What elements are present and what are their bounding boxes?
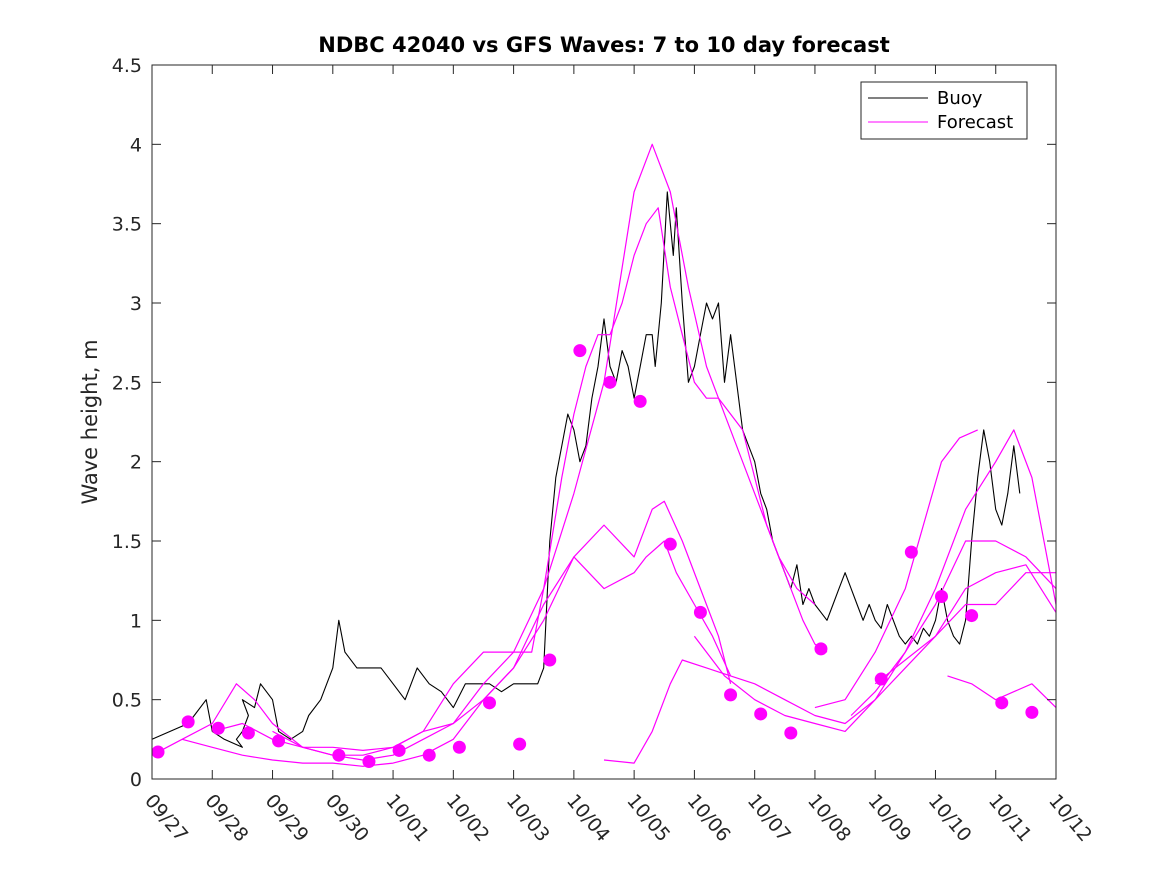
forecast-start-marker <box>543 653 557 667</box>
x-tick-label: 10/06 <box>683 790 735 846</box>
legend-box <box>860 81 1028 140</box>
forecast-series-line <box>874 564 1057 685</box>
forecast-start-marker <box>513 737 527 751</box>
forecast-start-marker <box>603 375 617 389</box>
x-tick-label: 09/28 <box>200 790 252 846</box>
forecast-start-marker <box>452 740 466 754</box>
y-tick-label: 4 <box>130 134 142 156</box>
forecast-start-marker <box>392 743 406 757</box>
forecast-start-marker <box>814 642 828 656</box>
x-tick-label: 10/10 <box>924 790 976 846</box>
y-tick-label: 3.5 <box>112 214 142 236</box>
forecast-start-marker <box>482 696 496 710</box>
forecast-start-marker <box>995 696 1009 710</box>
forecast-series-line <box>693 429 1057 733</box>
forecast-series-line <box>151 207 828 756</box>
y-tick-label: 2.5 <box>112 372 142 394</box>
x-tick-label: 10/09 <box>863 790 915 846</box>
forecast-start-marker <box>332 748 346 762</box>
forecast-start-marker <box>663 537 677 551</box>
forecast-start-marker <box>422 748 436 762</box>
forecast-start-marker <box>151 745 165 759</box>
x-tick-label: 10/11 <box>984 790 1036 846</box>
x-tick-label: 10/05 <box>622 790 674 846</box>
forecast-start-marker <box>904 545 918 559</box>
x-tick-label: 09/29 <box>261 790 313 846</box>
y-axis-label: Wave height, m <box>78 339 102 504</box>
legend: Buoy Forecast <box>860 81 1028 140</box>
y-tick-label: 2 <box>130 452 142 474</box>
forecast-start-marker <box>272 734 286 748</box>
forecast-start-marker <box>965 609 979 623</box>
plot-area <box>152 65 1056 779</box>
forecast-start-marker <box>633 394 647 408</box>
forecast-start-marker <box>241 726 255 740</box>
forecast-start-marker <box>754 707 768 721</box>
forecast-series-line <box>603 572 1056 764</box>
forecast-start-marker <box>211 721 225 735</box>
plot-frame <box>151 64 1057 780</box>
x-tick-label: 10/03 <box>502 790 554 846</box>
forecast-start-marker <box>181 715 195 729</box>
forecast-start-marker <box>693 605 707 619</box>
legend-forecast-label: Forecast <box>937 112 1013 133</box>
x-tick-label: 10/08 <box>803 790 855 846</box>
x-tick-label: 09/30 <box>321 790 373 846</box>
x-tick-label: 09/27 <box>140 790 192 846</box>
forecast-start-marker <box>874 672 888 686</box>
y-tick-label: 0.5 <box>112 690 142 712</box>
y-tick-label: 1.5 <box>112 531 142 553</box>
y-tick-label: 1 <box>130 610 142 632</box>
forecast-start-marker <box>784 726 798 740</box>
x-tick-label: 10/02 <box>442 790 494 846</box>
y-tick-label: 0 <box>130 769 142 791</box>
legend-buoy-label: Buoy <box>937 88 983 109</box>
forecast-start-marker <box>934 590 948 604</box>
x-tick-label: 10/01 <box>381 790 433 846</box>
x-tick-label: 10/04 <box>562 790 614 846</box>
forecast-start-marker <box>1025 705 1039 719</box>
forecast-series-line <box>272 540 732 756</box>
buoy-series-line <box>151 191 1021 748</box>
y-tick-label: 3 <box>130 293 142 315</box>
x-tick-label: 10/12 <box>1044 790 1096 846</box>
forecast-start-marker <box>573 344 587 358</box>
y-tick-label: 4.5 <box>112 55 142 77</box>
x-tick-label: 10/07 <box>743 790 795 846</box>
chart-title: NDBC 42040 vs GFS Waves: 7 to 10 day for… <box>318 33 889 57</box>
forecast-start-marker <box>724 688 738 702</box>
forecast-start-marker <box>362 755 376 769</box>
forecast-series-line <box>947 675 1057 709</box>
